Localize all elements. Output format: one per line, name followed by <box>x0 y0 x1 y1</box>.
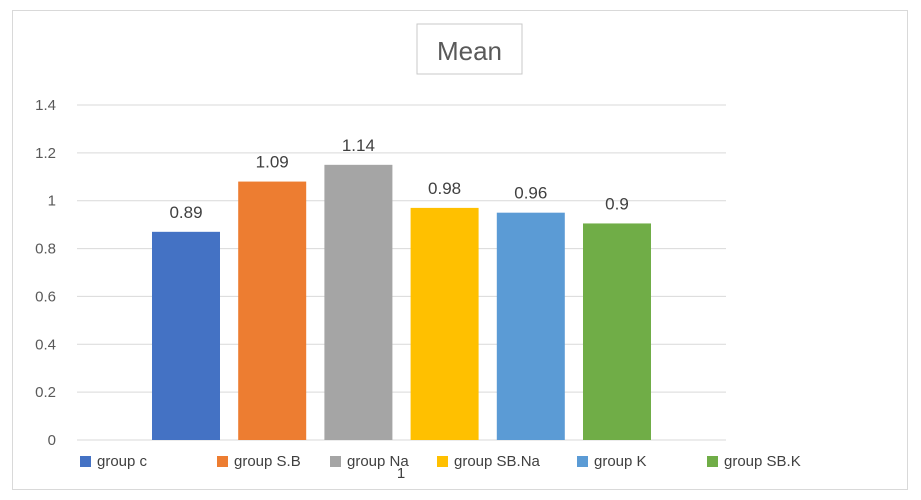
legend-label: group S.B <box>234 453 301 470</box>
y-tick-label: 1.4 <box>35 97 56 114</box>
chart-title: Mean <box>437 36 502 66</box>
legend-swatch <box>577 456 588 467</box>
legend-label: group K <box>594 453 647 470</box>
data-label: 0.89 <box>169 203 202 222</box>
data-labels: 0.89 1.09 1.14 0.98 0.96 0.9 <box>169 136 628 222</box>
legend-label: group SB.K <box>724 453 801 470</box>
legend-swatch <box>707 456 718 467</box>
data-label: 1.14 <box>342 136 375 155</box>
bars <box>152 164 651 441</box>
legend-swatch <box>437 456 448 467</box>
legend: group c group S.B group Na group SB.Na group… <box>80 453 801 470</box>
data-label: 0.96 <box>514 184 547 203</box>
bar-group-k <box>496 212 565 440</box>
legend-swatch <box>330 456 341 467</box>
legend-label: group Na <box>347 453 409 470</box>
y-tick-label: 1.2 <box>35 145 56 162</box>
chart-title-box <box>416 23 523 75</box>
y-tick-label: 0 <box>48 432 56 449</box>
data-label: 0.9 <box>605 194 629 213</box>
legend-swatch <box>80 456 91 467</box>
y-tick-label: 1 <box>48 193 56 210</box>
legend-label: group SB.Na <box>454 453 541 470</box>
y-tick-label: 0.8 <box>35 241 56 258</box>
bar-group-sb-k <box>583 223 651 440</box>
legend-swatch <box>217 456 228 467</box>
x-category-label: 1 <box>397 465 405 482</box>
data-label: 0.98 <box>428 179 461 198</box>
bar-group-c <box>152 231 220 440</box>
legend-label: group c <box>97 453 148 470</box>
chart-title-group: Mean <box>416 23 523 75</box>
bar-group-sb-na <box>410 207 479 440</box>
data-label: 1.09 <box>256 153 289 172</box>
bar-group-na <box>324 164 393 441</box>
y-tick-label: 0.4 <box>35 336 56 353</box>
bar-group-s-b <box>238 181 307 441</box>
y-axis-ticks: 0 0.2 0.4 0.6 0.8 1 1.2 1.4 <box>35 97 56 449</box>
y-tick-label: 0.2 <box>35 384 56 401</box>
y-tick-label: 0.6 <box>35 288 56 305</box>
